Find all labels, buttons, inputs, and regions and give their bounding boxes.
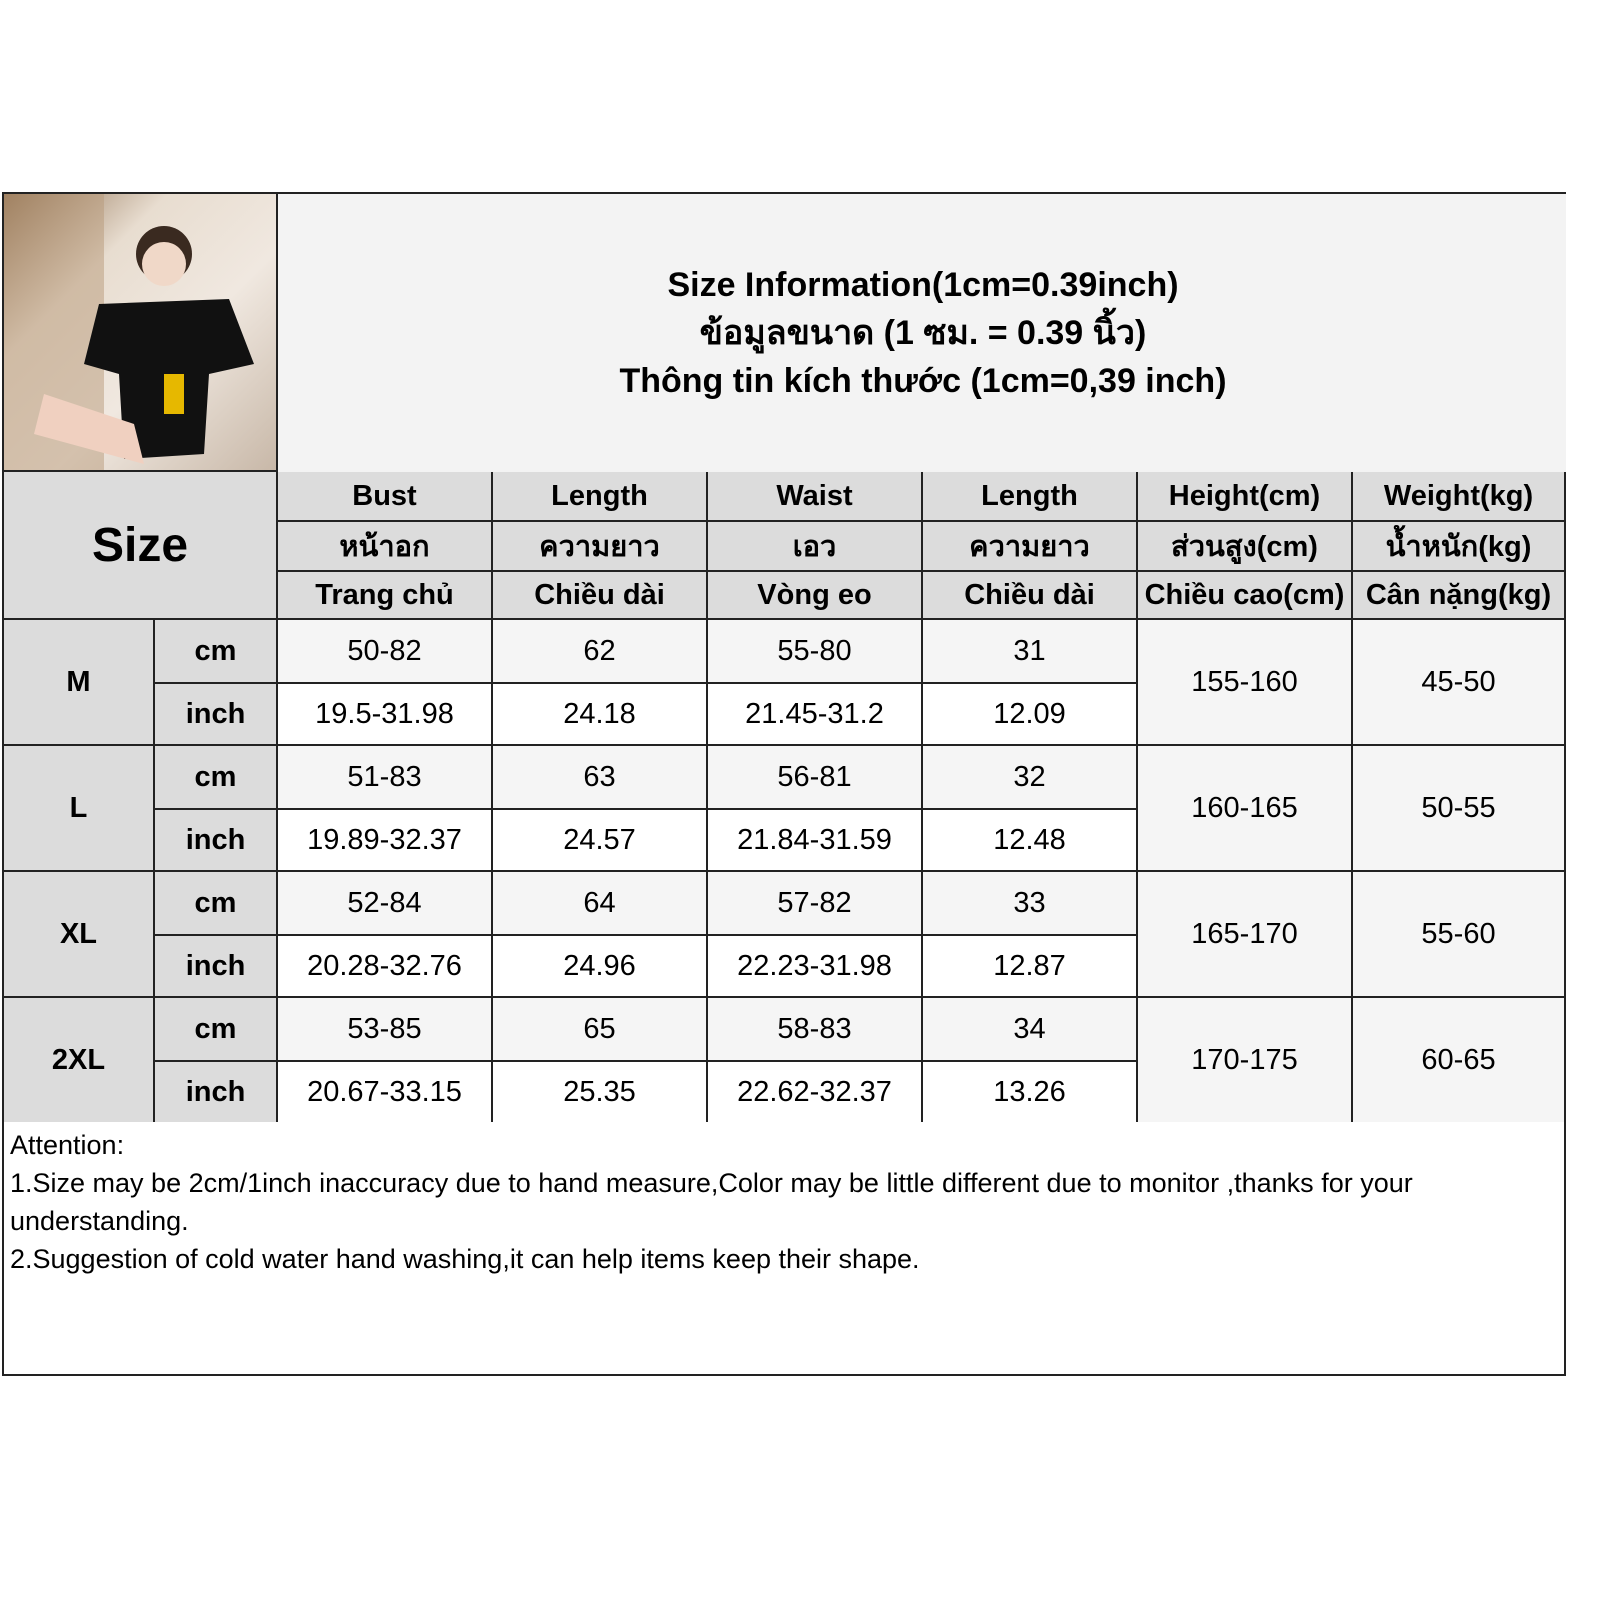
table-cell-cm: 63 [493, 746, 708, 810]
table-cell-cm: 31 [923, 620, 1138, 684]
size-label: L [4, 746, 155, 872]
table-cell-inch: 12.09 [923, 684, 1138, 746]
table-cell-inch: 12.87 [923, 936, 1138, 998]
table-cell-inch: 22.62-32.37 [708, 1062, 923, 1124]
table-cell-inch: 21.84-31.59 [708, 810, 923, 872]
title-thai: ข้อมูลขนาด (1 ซม. = 0.39 นิ้ว) [699, 314, 1147, 352]
note-2: 2.Suggestion of cold water hand washing,… [10, 1244, 920, 1274]
unit-label: inch [155, 936, 278, 998]
unit-label: inch [155, 810, 278, 872]
weight-range-cell: 55-60 [1353, 872, 1566, 998]
weight-range-cell: 45-50 [1353, 620, 1566, 746]
column-header-vi: Trang chủ [278, 572, 493, 620]
column-header-en: Bust [278, 472, 493, 522]
table-cell-inch: 20.28-32.76 [278, 936, 493, 998]
table-cell-inch: 20.67-33.15 [278, 1062, 493, 1124]
table-cell-inch: 19.5-31.98 [278, 684, 493, 746]
column-header-th: หน้าอก [278, 522, 493, 572]
table-cell-cm: 33 [923, 872, 1138, 936]
unit-label: inch [155, 1062, 278, 1124]
title-vietnamese: Thông tin kích thước (1cm=0,39 inch) [619, 362, 1227, 400]
table-cell-inch: 25.35 [493, 1062, 708, 1124]
table-cell-cm: 53-85 [278, 998, 493, 1062]
table-cell-cm: 34 [923, 998, 1138, 1062]
table-cell-cm: 51-83 [278, 746, 493, 810]
column-header-en: Weight(kg) [1353, 472, 1566, 522]
column-header-vi: Chiều cao(cm) [1138, 572, 1353, 620]
chart-title: Size Information(1cm=0.39inch) ข้อมูลขนา… [280, 194, 1566, 474]
unit-label: inch [155, 684, 278, 746]
table-cell-inch: 24.57 [493, 810, 708, 872]
table-cell-cm: 56-81 [708, 746, 923, 810]
unit-label: cm [155, 620, 278, 684]
table-cell-cm: 52-84 [278, 872, 493, 936]
table-cell-cm: 58-83 [708, 998, 923, 1062]
unit-label: cm [155, 998, 278, 1062]
table-cell-inch: 13.26 [923, 1062, 1138, 1124]
height-range-cell: 170-175 [1138, 998, 1353, 1124]
column-header-th: ความยาว [923, 522, 1138, 572]
table-cell-cm: 62 [493, 620, 708, 684]
column-header-vi: Chiều dài [923, 572, 1138, 620]
column-header-vi: Vòng eo [708, 572, 923, 620]
size-header: Size [4, 472, 278, 620]
size-label: 2XL [4, 998, 155, 1124]
column-header-th: น้ำหนัก(kg) [1353, 522, 1566, 572]
table-cell-inch: 24.18 [493, 684, 708, 746]
table-cell-inch: 22.23-31.98 [708, 936, 923, 998]
column-header-th: ความยาว [493, 522, 708, 572]
height-range-cell: 155-160 [1138, 620, 1353, 746]
title-english: Size Information(1cm=0.39inch) [667, 266, 1179, 304]
attention-notes: Attention: 1.Size may be 2cm/1inch inacc… [4, 1122, 1564, 1374]
product-photo [4, 194, 278, 472]
height-range-cell: 165-170 [1138, 872, 1353, 998]
table-cell-cm: 32 [923, 746, 1138, 810]
column-header-en: Length [493, 472, 708, 522]
unit-label: cm [155, 872, 278, 936]
size-label: M [4, 620, 155, 746]
weight-range-cell: 60-65 [1353, 998, 1566, 1124]
column-header-vi: Chiều dài [493, 572, 708, 620]
table-cell-inch: 21.45-31.2 [708, 684, 923, 746]
note-1: 1.Size may be 2cm/1inch inaccuracy due t… [10, 1168, 1413, 1236]
height-range-cell: 160-165 [1138, 746, 1353, 872]
column-header-en: Height(cm) [1138, 472, 1353, 522]
notes-heading: Attention: [10, 1130, 125, 1160]
table-cell-cm: 64 [493, 872, 708, 936]
weight-range-cell: 50-55 [1353, 746, 1566, 872]
column-header-en: Waist [708, 472, 923, 522]
column-header-en: Length [923, 472, 1138, 522]
table-cell-inch: 24.96 [493, 936, 708, 998]
table-cell-inch: 19.89-32.37 [278, 810, 493, 872]
table-cell-cm: 50-82 [278, 620, 493, 684]
column-header-th: เอว [708, 522, 923, 572]
column-header-th: ส่วนสูง(cm) [1138, 522, 1353, 572]
table-cell-cm: 57-82 [708, 872, 923, 936]
size-label: XL [4, 872, 155, 998]
table-cell-cm: 55-80 [708, 620, 923, 684]
table-cell-cm: 65 [493, 998, 708, 1062]
model-photo-illustration [4, 194, 254, 470]
column-header-vi: Cân nặng(kg) [1353, 572, 1566, 620]
table-cell-inch: 12.48 [923, 810, 1138, 872]
unit-label: cm [155, 746, 278, 810]
size-chart: Size Information(1cm=0.39inch) ข้อมูลขนา… [2, 192, 1566, 1376]
